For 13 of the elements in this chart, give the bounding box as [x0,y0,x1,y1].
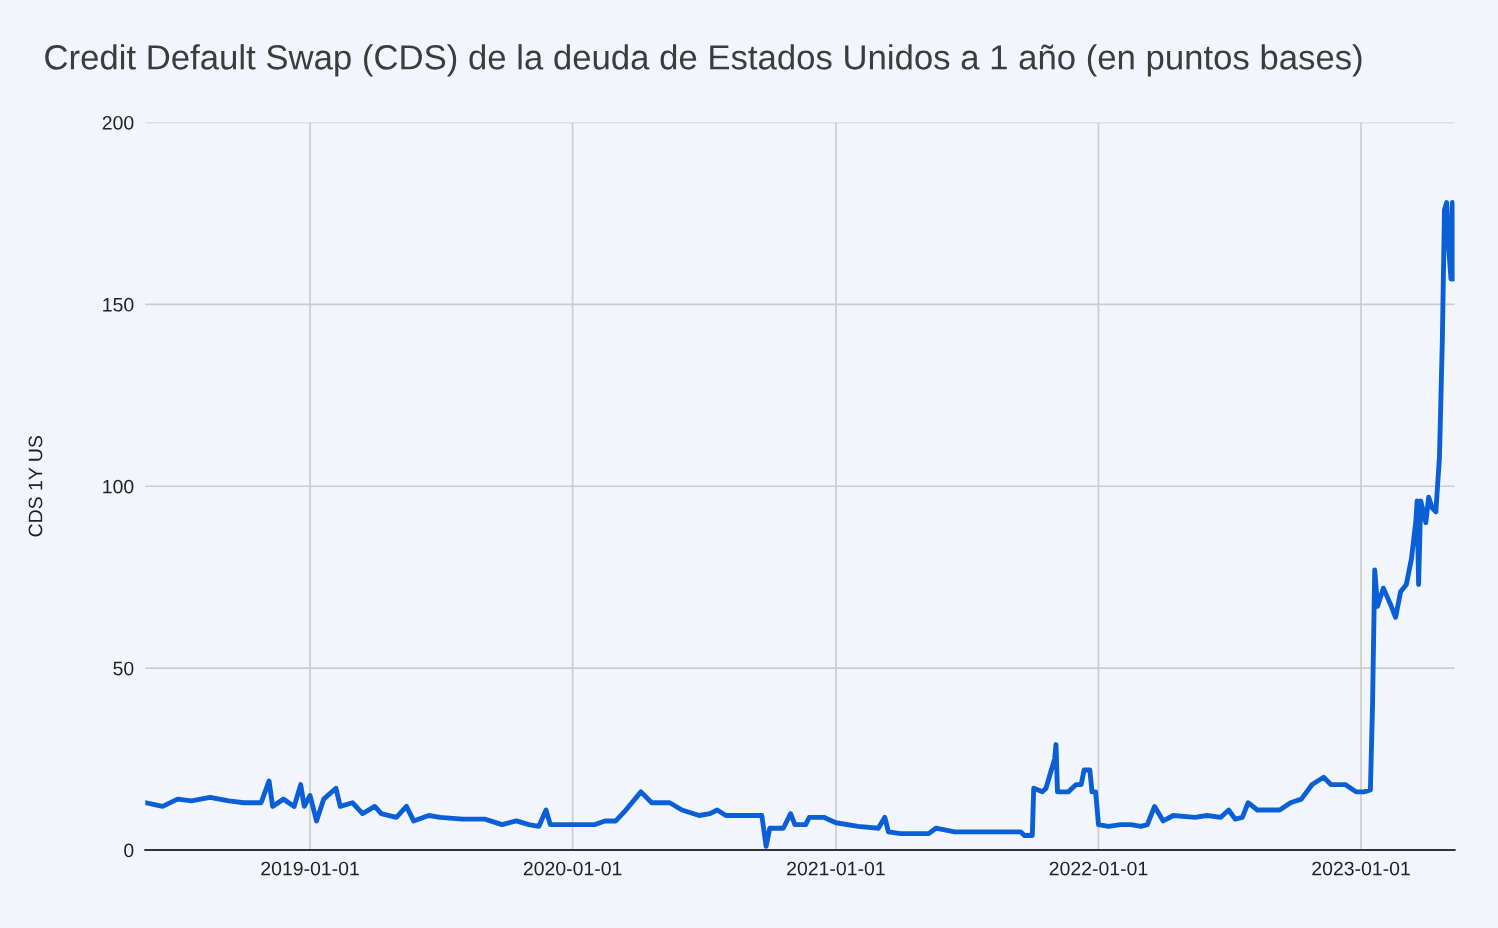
y-axis-title: CDS 1Y US [28,436,43,537]
x-tick-label: 2023-01-01 [1312,861,1410,876]
x-tick-label: 2019-01-01 [261,861,359,876]
y-tick-label: 100 [103,479,134,494]
y-tick-label: 200 [102,115,134,130]
y-tick-label: 150 [103,297,134,312]
x-tick-label: 2021-01-01 [787,861,885,876]
chart-title: Credit Default Swap (CDS) de la deuda de Estados Unidos a 1 año (en puntos bases) [45,44,1362,77]
x-tick-label: 2022-01-01 [1049,861,1148,876]
line-series [145,200,1455,849]
y-tick-label: 50 [113,661,134,676]
y-tick-label: 0 [124,843,134,858]
x-tick-label: 2020-01-01 [523,861,622,876]
